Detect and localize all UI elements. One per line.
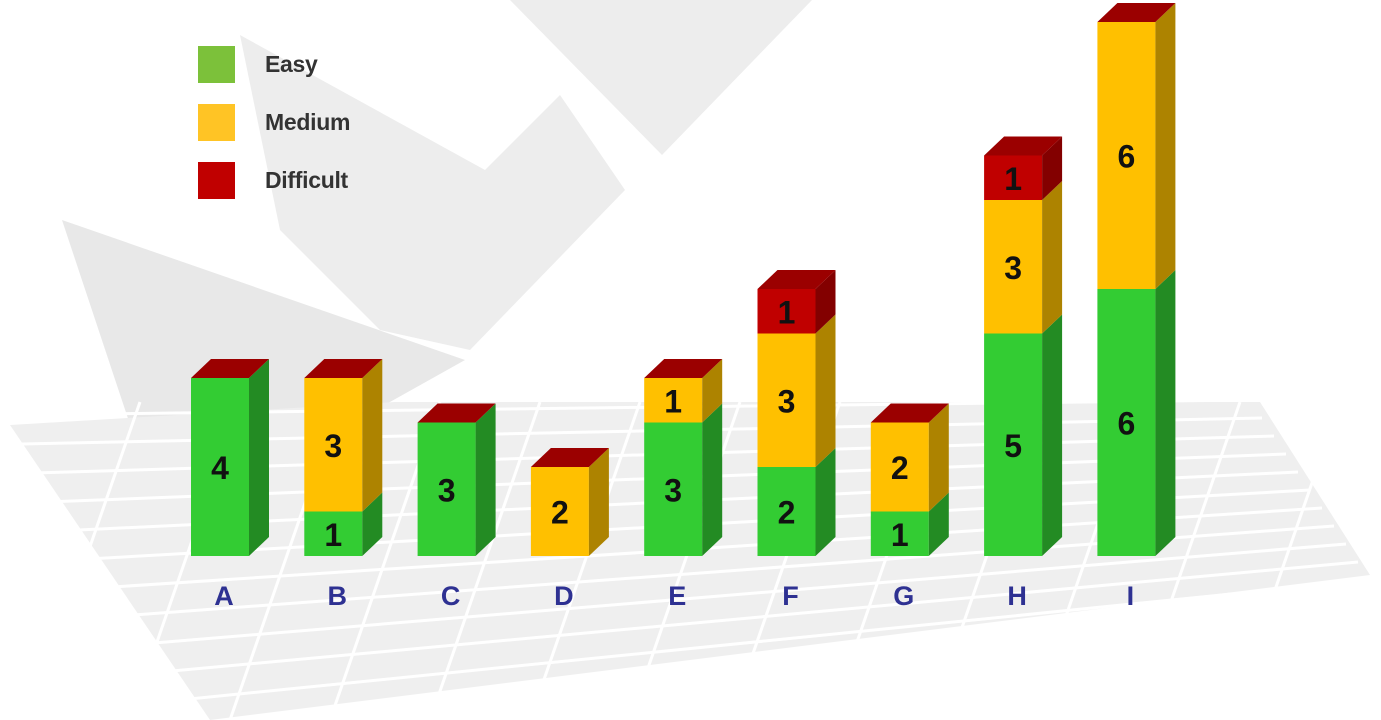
bar-value-label: 1: [324, 517, 342, 553]
bar-segment-easy-side: [702, 403, 723, 556]
bar-segment-easy-front: [757, 467, 816, 556]
category-labels: A B C D E F G H I: [214, 581, 1134, 611]
bar-value-label: 3: [664, 472, 682, 508]
bar-segment-easy-front: [304, 511, 363, 556]
floor-grid-column-line: [1328, 567, 1381, 720]
bar-value-label: 6: [1118, 139, 1136, 175]
category-label: A: [214, 581, 234, 611]
legend-swatch-difficult: [198, 161, 235, 199]
legend-swatch-easy: [198, 45, 235, 83]
bar-segment-easy-front: [644, 422, 703, 556]
bar-segment-difficult-front: [984, 155, 1043, 200]
bar-value-label: 4: [211, 450, 229, 486]
legend-item-medium: Medium: [198, 103, 350, 141]
bar-value-label: 5: [1004, 428, 1022, 464]
legend-item-easy: Easy: [198, 45, 318, 83]
bar-top-cap: [870, 403, 949, 423]
floor-grid-row-line: [105, 542, 1347, 649]
bar-top-cap: [984, 136, 1063, 156]
legend-item-difficult: Difficult: [198, 161, 348, 199]
bar-value-label: 3: [438, 472, 456, 508]
bar-value-label: 3: [778, 383, 796, 419]
bar-segment-medium-front: [530, 467, 589, 556]
bar-top-cap: [1097, 3, 1176, 22]
bar-segment-medium-side: [588, 448, 609, 556]
bar-segment-medium-side: [362, 359, 383, 512]
bar-value-label: 1: [664, 383, 682, 419]
bar-top-cap: [644, 359, 723, 378]
category-label: H: [1007, 581, 1027, 611]
bar-top-cap: [304, 359, 383, 378]
bar-segment-easy-side: [1042, 314, 1063, 556]
bar-segment-medium-front: [304, 378, 363, 512]
bar-value-label: 6: [1118, 406, 1136, 442]
floor-grid-column-line: [1228, 401, 1342, 720]
bar-top-cap: [530, 448, 609, 467]
floor-grid-column-line: [428, 401, 542, 720]
bar-segment-easy-front: [870, 511, 929, 556]
floor-grid-column-line: [28, 401, 142, 720]
bar-segment-easy-side: [1155, 270, 1176, 556]
bar-value-label: 1: [778, 294, 796, 330]
bar-segment-easy-side: [362, 492, 383, 556]
bar-segment-difficult-front: [757, 289, 816, 334]
bar-value-label: 1: [1004, 161, 1022, 197]
bar-segment-easy-front: [984, 333, 1043, 556]
floor-grid-column-line: [528, 401, 642, 720]
bar-segment-difficult-side: [1042, 136, 1063, 200]
legend-label-difficult: Difficult: [265, 166, 348, 193]
bar-segment-easy-side: [475, 403, 496, 556]
bar-segment-easy-side: [815, 448, 836, 556]
category-label: C: [441, 581, 461, 611]
floor-grid-column-line: [1128, 401, 1242, 720]
bar-segment-easy-front: [417, 422, 476, 556]
bar-value-label: 3: [1004, 250, 1022, 286]
category-label: I: [1127, 581, 1135, 611]
category-label: E: [668, 581, 686, 611]
bar-segment-medium-side: [928, 403, 949, 512]
floor-grid-row-line: [129, 578, 1371, 707]
bar-segment-easy-front: [1097, 289, 1156, 556]
bar-segment-medium-front: [757, 333, 816, 467]
bar-segment-easy-front: [191, 378, 249, 556]
background-chevron-shape: [375, 0, 812, 155]
bar-segment-difficult-side: [815, 270, 836, 334]
bar-segment-easy-side: [249, 359, 269, 556]
bars: 4 1 3 3 2 3 1 2 3 1 1 2 5 3 1 6 6: [191, 3, 1176, 556]
bar-segment-easy-side: [928, 492, 949, 556]
bar-segment-medium-front: [870, 422, 929, 512]
bar-value-label: 1: [891, 517, 909, 553]
bar-segment-medium-side: [815, 314, 836, 467]
category-label: G: [893, 581, 914, 611]
legend-label-easy: Easy: [265, 50, 318, 77]
background-arrow-shape: [240, 35, 625, 350]
bar-segment-medium-side: [702, 359, 723, 423]
legend-swatch-medium: [198, 103, 235, 141]
category-label: B: [328, 581, 348, 611]
bar-top-cap: [417, 403, 496, 423]
bar-top-cap: [191, 359, 269, 378]
bar-segment-medium-front: [1097, 22, 1156, 289]
bar-segment-medium-front: [644, 378, 703, 423]
bar-value-label: 3: [324, 428, 342, 464]
floor-grid-row-line: [117, 560, 1359, 678]
bar-segment-medium-front: [984, 200, 1043, 334]
bar-value-label: 2: [891, 450, 909, 486]
bar-value-label: 2: [551, 495, 569, 531]
category-label: D: [554, 581, 574, 611]
category-label: F: [782, 581, 799, 611]
bar-segment-medium-side: [1042, 181, 1063, 334]
bar-segment-medium-side: [1155, 3, 1176, 289]
bar-value-label: 2: [778, 495, 796, 531]
bar-top-cap: [757, 270, 836, 289]
legend-label-medium: Medium: [265, 108, 351, 135]
